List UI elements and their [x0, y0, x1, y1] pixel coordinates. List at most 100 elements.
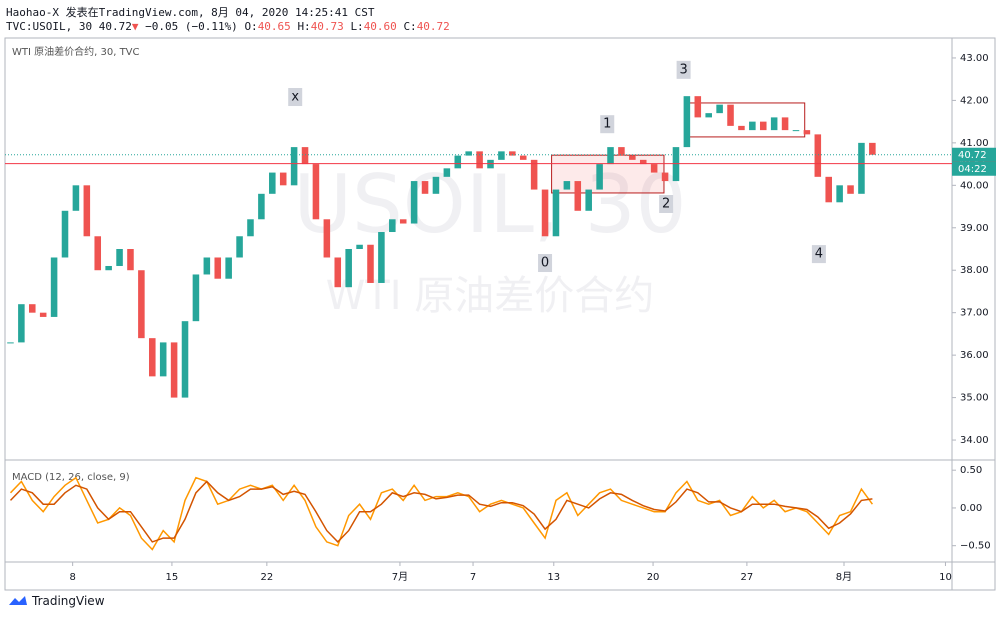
candle: [312, 164, 320, 220]
candle: [214, 257, 222, 279]
annotation: 4: [815, 247, 823, 262]
macd-line: [9, 480, 873, 543]
last-price: 40.72: [98, 20, 132, 33]
legend: WTI 原油差价合约, 30, TVC: [12, 45, 140, 58]
candle: [552, 189, 560, 237]
candle: [541, 189, 549, 237]
y-tick-label: 36.00: [960, 350, 989, 361]
candle: [410, 181, 418, 224]
candle: [432, 176, 440, 194]
candle: [50, 257, 58, 317]
candle: [269, 172, 276, 194]
annotation-bg: [676, 60, 691, 79]
frame: [4, 37, 996, 591]
candle: [29, 304, 36, 313]
candle: [792, 130, 800, 132]
candle: [858, 142, 865, 194]
y-tick-label: 43.00: [960, 53, 989, 64]
annotation-bg: [600, 115, 615, 134]
x-tick-label: 8月: [836, 571, 852, 583]
o-label: O:: [244, 20, 258, 33]
x-tick-label: 15: [166, 572, 179, 583]
candle: [225, 257, 232, 279]
countdown: 04:22: [958, 164, 987, 175]
x-tick-label: 8: [69, 572, 75, 583]
candle: [814, 134, 822, 177]
candle: [421, 181, 429, 194]
y-tick-label: 41.00: [960, 138, 989, 149]
candle: [661, 172, 669, 182]
candle: [149, 338, 156, 377]
macd-legend: MACD (12, 26, close, 9): [12, 472, 130, 483]
x-tick-label: 10: [939, 572, 952, 583]
x-tick-label: 22: [260, 572, 273, 583]
l-label: L:: [350, 20, 364, 33]
candle: [301, 147, 309, 165]
candle: [389, 219, 396, 233]
symbol: TVC:USOIL, 30: [6, 20, 93, 33]
candle: [596, 164, 603, 190]
candle: [399, 219, 407, 224]
change: −0.05 (−0.11%): [145, 20, 238, 33]
x-tick-label: 13: [547, 572, 560, 583]
candle: [61, 210, 69, 258]
c-value: 40.72: [416, 20, 450, 33]
candle: [290, 147, 298, 186]
y-tick-label: −0.50: [960, 541, 991, 552]
candle: [869, 142, 876, 155]
candle: [836, 185, 843, 203]
arrow: ▼: [131, 20, 139, 33]
candle: [781, 117, 789, 131]
candle: [356, 244, 363, 249]
candle: [138, 270, 145, 339]
o-value: 40.65: [257, 20, 291, 33]
annotation: 1: [603, 117, 611, 132]
candle: [367, 244, 374, 283]
candle: [574, 181, 582, 211]
symbol-info: TVC:USOIL, 30 40.72▼ −0.05 (−0.11%) O:40…: [6, 20, 450, 33]
annotation-bg: [538, 254, 553, 273]
price-label-bg: [952, 147, 996, 162]
candle: [454, 155, 462, 169]
candle: [279, 172, 287, 186]
y-tick-label: 34.00: [960, 435, 989, 446]
y-tick-label: 40.00: [960, 180, 989, 191]
candle: [650, 164, 658, 173]
candle: [498, 151, 505, 160]
candle: [72, 185, 80, 211]
candle: [509, 151, 516, 156]
candle: [39, 312, 47, 317]
candle: [258, 193, 265, 220]
candle: [530, 159, 538, 190]
macd-line: [9, 476, 874, 551]
x-tick-label: 27: [741, 572, 754, 583]
annotation: 3: [679, 62, 687, 77]
candle: [247, 219, 254, 237]
y-tick-label: 0.50: [960, 465, 982, 476]
candle: [705, 113, 712, 118]
candle: [476, 151, 483, 169]
logo: [9, 596, 27, 605]
publish-info: Haohao-X 发表在TradingView.com, 8月 04, 2020…: [6, 6, 375, 19]
watermark: WTI 原油差价合约: [326, 273, 655, 319]
y-tick-label: 35.00: [960, 393, 989, 404]
x-tick-label: 7: [470, 572, 476, 583]
candle: [727, 104, 734, 126]
candle: [770, 117, 778, 131]
candle: [18, 304, 25, 343]
y-tick-label: 37.00: [960, 308, 989, 319]
c-label: C:: [403, 20, 417, 33]
candle: [847, 185, 854, 194]
candle: [170, 342, 178, 398]
candle: [465, 151, 472, 156]
y-tick-label: 0.00: [960, 503, 982, 514]
candle: [345, 249, 352, 288]
candle: [803, 130, 811, 135]
x-tick-label: 7月: [392, 571, 408, 583]
candle: [519, 155, 527, 160]
candle: [585, 189, 592, 211]
annotation: 2: [662, 196, 670, 211]
candle: [323, 219, 331, 258]
candle: [607, 147, 614, 165]
